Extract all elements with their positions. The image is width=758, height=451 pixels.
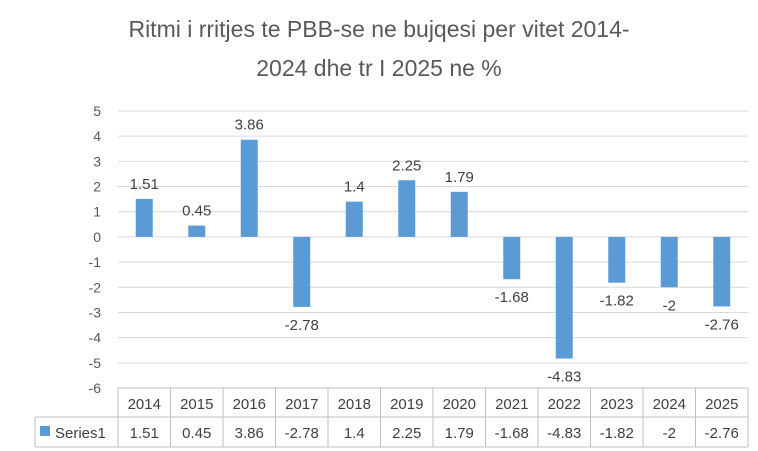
y-tick-label: -6 xyxy=(89,380,102,396)
category-label-2023: 2023 xyxy=(600,396,633,413)
table-value-2025: -2.76 xyxy=(705,425,739,442)
legend-key-series1 xyxy=(40,426,50,436)
y-tick-label: 2 xyxy=(93,179,101,195)
data-label-2025: -2.76 xyxy=(705,316,739,333)
gridlines xyxy=(118,110,748,389)
bar-2015 xyxy=(188,225,206,237)
y-tick-label: -3 xyxy=(89,304,102,320)
data-label-2019: 2.25 xyxy=(392,157,421,174)
chart-title-line-2: 2024 dhe tr I 2025 ne % xyxy=(256,55,502,81)
data-labels: 1.51 0.45 3.86 -2.78 1.4 2.25 1.79 -1.68 -4.83 -1… xyxy=(130,117,739,386)
y-tick-label: -5 xyxy=(89,355,102,371)
bar-2024 xyxy=(660,236,678,288)
table-value-2014: 1.51 xyxy=(130,425,159,442)
y-tick-label: -1 xyxy=(89,254,102,270)
data-label-2020: 1.79 xyxy=(445,169,474,186)
table-value-2016: 3.86 xyxy=(235,425,264,442)
legend-series-name: Series1 xyxy=(55,425,106,442)
table-value-2021: -1.68 xyxy=(495,425,529,442)
y-axis-ticks: 5 4 3 2 1 0 -1 -2 -3 -4 -5 -6 xyxy=(89,103,102,396)
data-label-2014: 1.51 xyxy=(130,176,159,193)
data-label-2021: -1.68 xyxy=(495,289,529,306)
table-value-2024: -2 xyxy=(663,425,676,442)
bar-2018 xyxy=(345,201,363,237)
y-tick-label: 5 xyxy=(93,103,101,119)
category-label-2019: 2019 xyxy=(390,396,423,413)
data-label-2022: -4.83 xyxy=(547,369,581,386)
bar-2014 xyxy=(135,198,153,237)
category-label-2022: 2022 xyxy=(548,396,581,413)
category-label-2016: 2016 xyxy=(233,396,266,413)
y-tick-label: 4 xyxy=(93,128,101,144)
data-label-2023: -1.82 xyxy=(600,293,634,310)
data-label-2024: -2 xyxy=(663,297,676,314)
y-tick-label: 3 xyxy=(93,153,101,169)
category-label-2021: 2021 xyxy=(495,396,528,413)
table-value-2015: 0.45 xyxy=(182,425,211,442)
table-value-2018: 1.4 xyxy=(344,425,365,442)
data-label-2017: -2.78 xyxy=(285,317,319,334)
bar-2019 xyxy=(398,180,416,237)
table-value-2020: 1.79 xyxy=(445,425,474,442)
data-label-2016: 3.86 xyxy=(235,117,264,134)
category-label-2017: 2017 xyxy=(285,396,318,413)
table-value-2017: -2.78 xyxy=(285,425,319,442)
bar-2020 xyxy=(450,191,468,237)
bar-2023 xyxy=(608,236,626,283)
table-value-2023: -1.82 xyxy=(600,425,634,442)
data-label-2018: 1.4 xyxy=(344,179,365,196)
y-tick-label: -2 xyxy=(89,279,102,295)
data-label-2015: 0.45 xyxy=(182,203,211,220)
table-value-2019: 2.25 xyxy=(392,425,421,442)
data-table: 2014 1.51 2015 0.45 2016 3.86 2017 -2.78 2018 1.4… xyxy=(34,387,749,448)
bar-2016 xyxy=(240,139,258,237)
y-tick-label: 0 xyxy=(93,229,101,245)
bars xyxy=(135,139,731,359)
bar-2022 xyxy=(555,236,573,359)
chart-title-line-1: Ritmi i rritjes te PBB-se ne bujqesi per… xyxy=(128,16,630,42)
category-label-2018: 2018 xyxy=(338,396,371,413)
y-tick-label: 1 xyxy=(93,204,101,220)
category-label-2015: 2015 xyxy=(180,396,213,413)
category-label-2020: 2020 xyxy=(443,396,476,413)
category-label-2025: 2025 xyxy=(705,396,738,413)
table-value-2022: -4.83 xyxy=(547,425,581,442)
bar-2021 xyxy=(503,236,521,280)
bar-2025 xyxy=(713,236,731,307)
category-label-2024: 2024 xyxy=(653,396,686,413)
bar-2017 xyxy=(293,236,311,307)
category-label-2014: 2014 xyxy=(128,396,161,413)
y-tick-label: -4 xyxy=(89,330,102,346)
